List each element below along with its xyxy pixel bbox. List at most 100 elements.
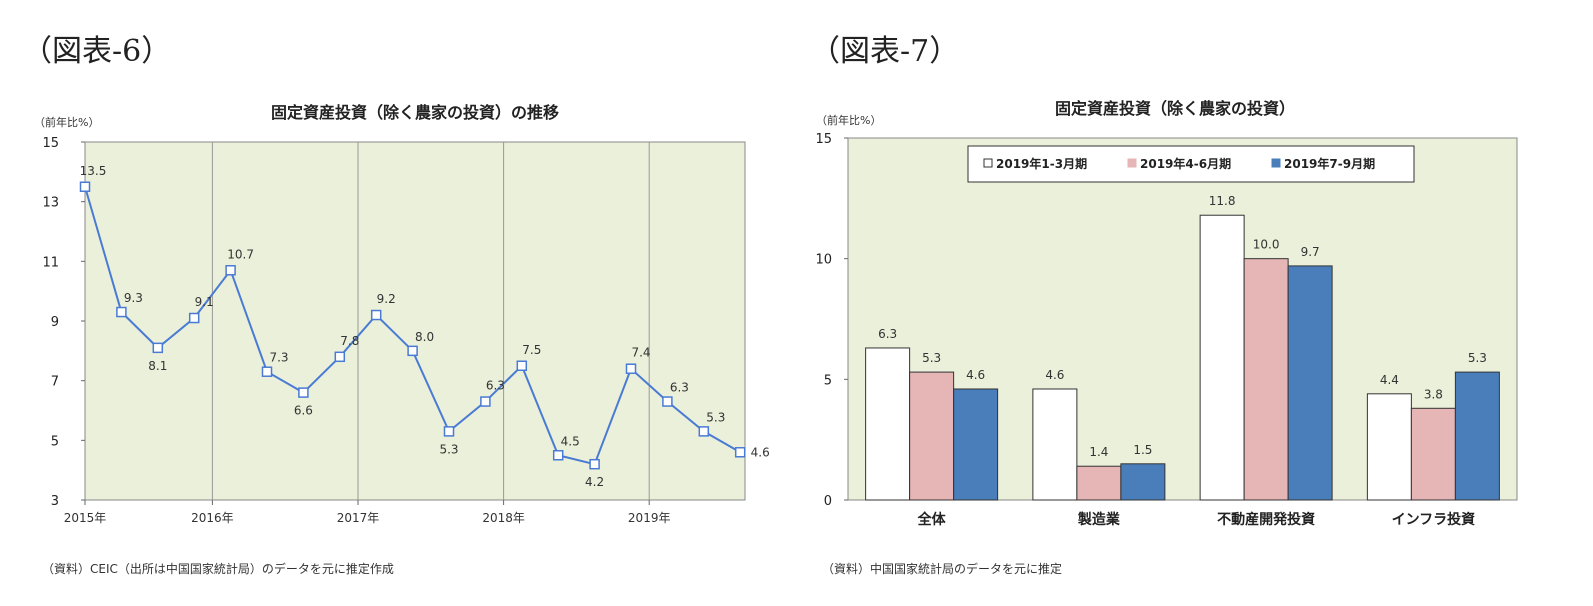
legend: 2019年1-3月期 2019年4-6月期 2019年7-9月期 (967, 145, 1415, 183)
x-tick-label: 2016年 (191, 511, 234, 525)
data-label: 4.4 (1380, 373, 1399, 387)
data-label: 4.6 (1045, 368, 1064, 382)
data-label: 1.5 (1133, 443, 1152, 457)
bar (1120, 463, 1166, 501)
data-label: 6.3 (670, 381, 689, 395)
data-label: 8.0 (415, 330, 434, 344)
data-label: 13.5 (80, 164, 107, 178)
data-label: 9.2 (377, 292, 396, 306)
data-label: 4.6 (966, 368, 985, 382)
x-tick-label: 2017年 (337, 511, 380, 525)
data-label: 6.3 (878, 327, 897, 341)
data-label: 4.6 (751, 445, 770, 459)
data-point-marker (552, 450, 564, 461)
line-chart: 固定資産投資（除く農家の投資）の推移 （前年比%） 2015年 2016年 2017年 2… (34, 103, 770, 525)
x-tick-label: 2018年 (482, 511, 525, 525)
legend-item-label: 2019年1-3月期 (996, 156, 1087, 171)
bar (1243, 258, 1289, 501)
category-label: 全体 (917, 511, 947, 528)
data-label: 5.3 (706, 410, 725, 424)
data-point-marker (589, 458, 600, 470)
x-tick-label: 2019年 (628, 511, 671, 525)
bar (1076, 465, 1122, 501)
data-label: 5.3 (439, 442, 458, 456)
bar (909, 371, 955, 501)
data-label: 11.8 (1209, 194, 1236, 208)
data-label: 10.7 (227, 247, 254, 261)
data-label: 6.3 (486, 379, 505, 393)
bar (865, 347, 911, 501)
bar (953, 388, 999, 501)
data-label: 10.0 (1253, 238, 1280, 252)
data-label: 7.5 (522, 343, 541, 357)
x-tick-label: 2015年 (64, 511, 107, 525)
data-label: 4.5 (561, 434, 580, 448)
data-label: 8.1 (148, 359, 167, 373)
data-point-marker (298, 387, 309, 398)
legend-box (967, 145, 1415, 183)
data-label: 3.8 (1424, 387, 1443, 401)
figure-6-label: （図表-6） (22, 34, 172, 69)
chart-title: 固定資産投資（除く農家の投資） (1055, 99, 1295, 118)
bar (1032, 388, 1078, 501)
legend-swatch (1127, 158, 1137, 168)
y-tick-label: 0 (824, 494, 832, 509)
figure-7-source: （資料）中国国家統計局のデータを元に推定 (822, 562, 1063, 576)
data-point-marker (407, 345, 418, 357)
data-point-marker (152, 342, 164, 354)
data-label: 9.1 (195, 295, 214, 309)
data-label: 7.4 (631, 346, 650, 360)
data-label: 5.3 (1468, 351, 1487, 365)
y-tick-label: 5 (51, 434, 59, 449)
plot-area (84, 141, 746, 501)
data-label: 9.3 (124, 291, 143, 305)
data-point-marker (370, 309, 382, 321)
category-label: インフラ投資 (1392, 511, 1476, 528)
data-point-marker (516, 360, 528, 371)
bar (1410, 407, 1456, 501)
legend-item-label: 2019年7-9月期 (1284, 156, 1375, 171)
data-label: 5.3 (922, 351, 941, 365)
data-point-marker (698, 426, 710, 437)
y-tick-label: 3 (51, 494, 59, 509)
data-label: 4.2 (585, 475, 604, 489)
data-point-marker (662, 396, 673, 407)
data-label: 7.3 (269, 351, 288, 365)
bar (1199, 214, 1245, 501)
y-tick-label: 11 (42, 255, 59, 270)
data-point-marker (188, 312, 200, 324)
figure-7-label: （図表-7） (810, 34, 960, 69)
bar (1366, 393, 1412, 501)
data-point-marker (261, 366, 273, 377)
data-point-marker (625, 363, 637, 374)
data-label: 1.4 (1089, 445, 1108, 459)
y-axis-label: （前年比%） (34, 115, 99, 129)
y-tick-label: 10 (815, 253, 832, 268)
legend-swatch (983, 158, 993, 168)
y-tick-label: 5 (824, 373, 832, 388)
bar-chart-panel: 固定資産投資（除く農家の投資） （前年比%） 0 5 10 15 2019年1-3月期 201… (810, 88, 1540, 528)
category-label: 製造業 (1077, 511, 1121, 528)
data-point-marker (734, 447, 746, 458)
y-tick-label: 9 (51, 315, 59, 330)
chart-title: 固定資産投資（除く農家の投資）の推移 (271, 103, 559, 122)
bar (1287, 265, 1333, 501)
data-point-marker (334, 351, 346, 363)
category-label: 不動産開発投資 (1217, 511, 1315, 528)
y-axis-label: （前年比%） (816, 113, 881, 127)
legend-item-label: 2019年4-6月期 (1140, 156, 1231, 171)
data-label: 7.8 (340, 334, 359, 348)
bar (1454, 371, 1500, 501)
y-tick-label: 13 (42, 196, 59, 211)
legend-swatch (1271, 158, 1281, 168)
data-point-marker (443, 426, 455, 437)
data-label: 6.6 (294, 404, 313, 418)
figure-6-source: （資料）CEIC（出所は中国国家統計局）のデータを元に推定作成 (42, 562, 394, 576)
data-point-marker (225, 265, 236, 276)
data-label: 9.7 (1301, 245, 1320, 259)
line-chart-panel: 固定資産投資（除く農家の投資）の推移 （前年比%） 2015年 2016年 2017年 2… (30, 88, 790, 528)
y-tick-label: 15 (815, 132, 832, 147)
data-point-marker (79, 181, 91, 192)
data-point-marker (480, 396, 491, 407)
